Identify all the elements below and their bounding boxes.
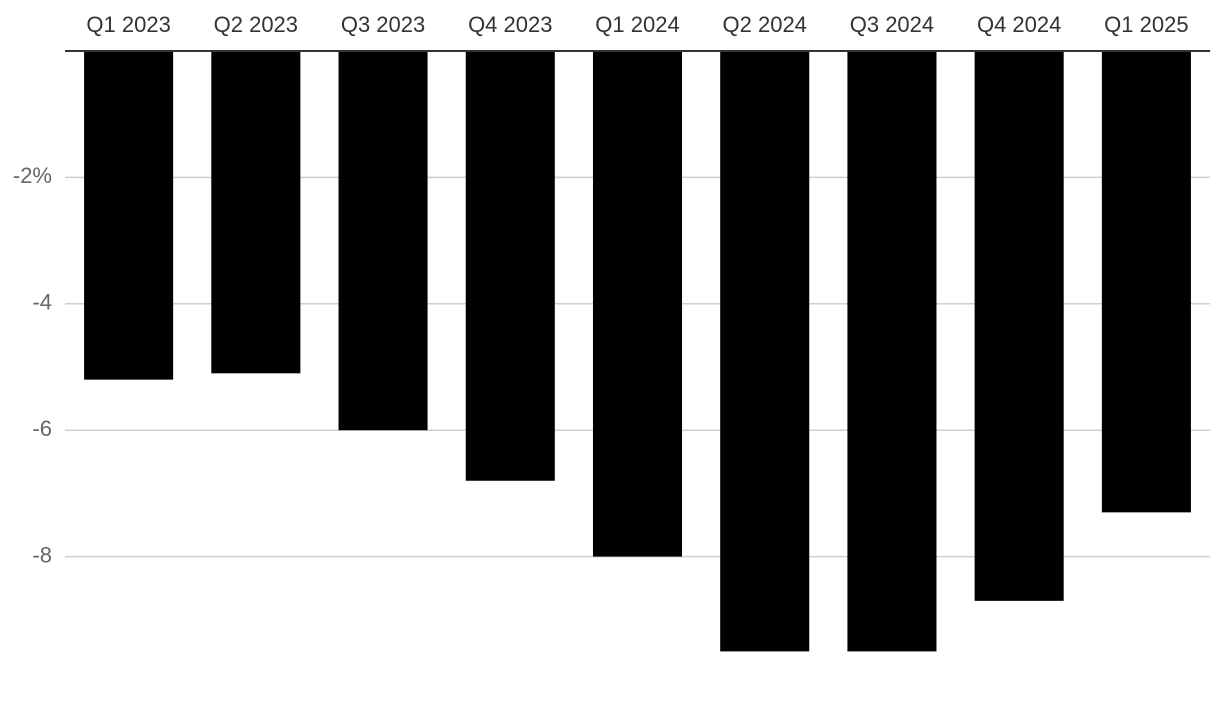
y-tick-label: -6 — [32, 416, 52, 441]
x-tick-label: Q1 2025 — [1104, 12, 1188, 37]
bar — [465, 51, 555, 481]
x-tick-label: Q1 2024 — [595, 12, 679, 37]
x-tick-label: Q1 2023 — [86, 12, 170, 37]
bar — [720, 51, 810, 652]
x-tick-label: Q3 2024 — [850, 12, 934, 37]
bar — [1101, 51, 1191, 513]
bar — [211, 51, 301, 374]
x-tick-label: Q4 2023 — [468, 12, 552, 37]
x-tick-label: Q3 2023 — [341, 12, 425, 37]
bar — [338, 51, 428, 431]
bar — [84, 51, 174, 380]
y-tick-label: -4 — [32, 290, 52, 315]
bar — [974, 51, 1064, 601]
bar — [592, 51, 683, 557]
x-tick-label: Q2 2024 — [723, 12, 807, 37]
bar — [847, 51, 937, 652]
x-tick-label: Q2 2023 — [214, 12, 298, 37]
x-tick-label: Q4 2024 — [977, 12, 1061, 37]
y-tick-label: -8 — [32, 542, 52, 567]
y-tick-label: -2% — [13, 163, 52, 188]
